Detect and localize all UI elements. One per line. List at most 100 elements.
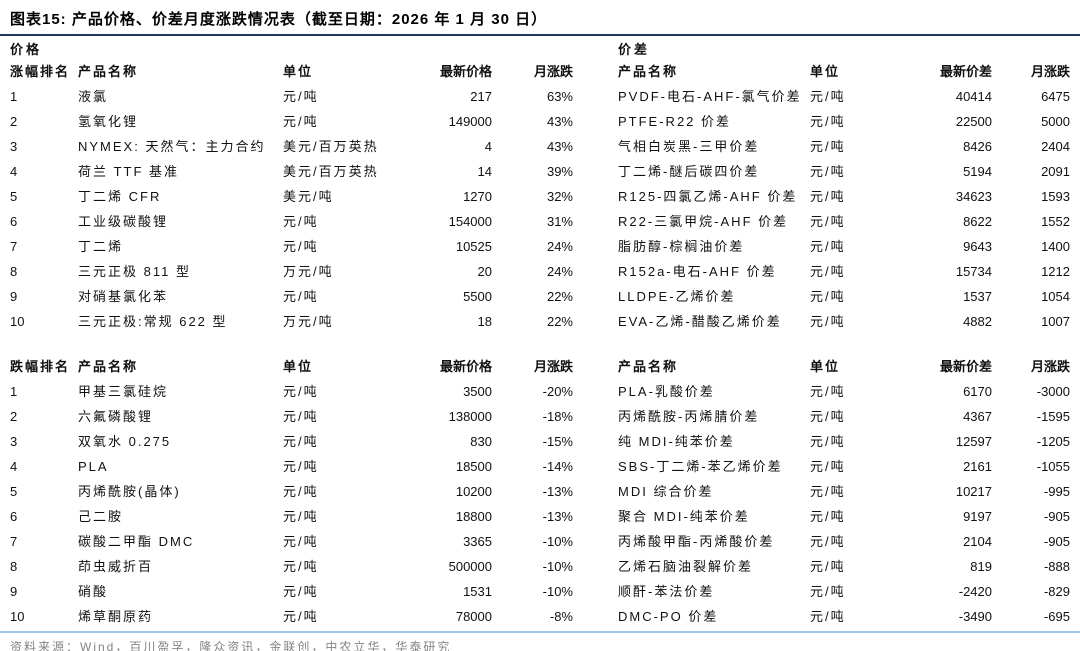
cell-value: 3500 <box>463 384 492 399</box>
cell-name: 乙烯石脑油裂解价差 <box>618 559 754 574</box>
cell-value: 1531 <box>463 584 492 599</box>
cell-name: 烯草酮原药 <box>78 609 154 624</box>
table-row: 2 六氟磷酸锂 元/吨 138000 -18% <box>10 404 573 429</box>
cell-value: 3365 <box>463 534 492 549</box>
cell-change: -13% <box>542 484 573 499</box>
cell-rank: 7 <box>10 239 18 254</box>
cell-unit: 元/吨 <box>810 289 846 304</box>
cell-rank: 3 <box>10 434 18 449</box>
cell-value: 15734 <box>955 264 992 279</box>
cell-change: 1593 <box>1041 189 1070 204</box>
cell-unit: 元/吨 <box>283 289 319 304</box>
cell-change: 1400 <box>1041 239 1070 254</box>
table-row: 丙烯酸甲酯-丙烯酸价差 元/吨 2104 -905 <box>618 529 1070 554</box>
cell-rank: 5 <box>10 484 18 499</box>
cell-change: -905 <box>1043 534 1070 549</box>
cell-name: PLA-乳酸价差 <box>618 384 715 399</box>
cell-value: 12597 <box>955 434 992 449</box>
cell-unit: 元/吨 <box>283 89 319 104</box>
cell-change: 24% <box>546 264 573 279</box>
spread-gainers-table: 产品名称 单位 最新价差 月涨跌 PVDF-电石-AHF-氯气价差 元/吨 4041… <box>618 59 1070 334</box>
cell-unit: 元/吨 <box>810 534 846 549</box>
cell-change: -10% <box>542 584 573 599</box>
col-header-value: 最新价差 <box>939 359 992 374</box>
cell-change: 63% <box>546 89 573 104</box>
cell-change: -14% <box>542 459 573 474</box>
cell-change: 43% <box>546 139 573 154</box>
cell-unit: 元/吨 <box>283 509 319 524</box>
cell-value: 217 <box>470 89 492 104</box>
cell-unit: 元/吨 <box>810 559 846 574</box>
table-row: R152a-电石-AHF 价差 元/吨 15734 1212 <box>618 259 1070 284</box>
cell-unit: 美元/百万英热 <box>283 139 379 154</box>
cell-change: 31% <box>546 214 573 229</box>
figure-title-bar: 图表15: 产品价格、价差月度涨跌情况表（截至日期：2026 年 1 月 30 … <box>0 0 1080 36</box>
cell-change: -13% <box>542 509 573 524</box>
cell-value: 9197 <box>963 509 992 524</box>
cell-value: 40414 <box>955 89 992 104</box>
cell-unit: 万元/吨 <box>283 264 334 279</box>
cell-rank: 8 <box>10 559 18 574</box>
cell-change: -1595 <box>1036 409 1070 424</box>
table-row: 乙烯石脑油裂解价差 元/吨 819 -888 <box>618 554 1070 579</box>
col-header-value: 最新价格 <box>439 64 492 79</box>
cell-name: 顺酐-苯法价差 <box>618 584 715 599</box>
cell-change: -905 <box>1043 509 1070 524</box>
table-row: 聚合 MDI-纯苯价差 元/吨 9197 -905 <box>618 504 1070 529</box>
cell-name: 三元正极:常规 622 型 <box>78 314 228 329</box>
cell-name: 六氟磷酸锂 <box>78 409 154 424</box>
cell-rank: 4 <box>10 164 18 179</box>
cell-name: R152a-电石-AHF 价差 <box>618 264 777 279</box>
col-header-unit: 单位 <box>810 64 841 79</box>
table-row: 5 丙烯酰胺(晶体) 元/吨 10200 -13% <box>10 479 573 504</box>
cell-rank: 8 <box>10 264 18 279</box>
cell-unit: 元/吨 <box>283 559 319 574</box>
cell-name: 甲基三氯硅烷 <box>78 384 169 399</box>
source-note: 资料来源：Wind，百川盈孚，隆众资讯，金联创，中农立华，华泰研究 <box>10 640 452 651</box>
table-row: 4 荷兰 TTF 基准 美元/百万英热 14 39% <box>10 159 573 184</box>
cell-value: 10200 <box>455 484 492 499</box>
table-row: LLDPE-乙烯价差 元/吨 1537 1054 <box>618 284 1070 309</box>
cell-value: 5194 <box>963 164 992 179</box>
cell-value: 20 <box>477 264 492 279</box>
col-header-change: 月涨跌 <box>533 64 573 79</box>
cell-rank: 4 <box>10 459 18 474</box>
header-row: 产品名称 单位 最新价差 月涨跌 <box>618 354 1070 379</box>
cell-name: EVA-乙烯-醋酸乙烯价差 <box>618 314 782 329</box>
header-row: 产品名称 单位 最新价差 月涨跌 <box>618 59 1070 84</box>
cell-change: 39% <box>546 164 573 179</box>
table-row: 丙烯酰胺-丙烯腈价差 元/吨 4367 -1595 <box>618 404 1070 429</box>
cell-change: 2091 <box>1041 164 1070 179</box>
cell-rank: 3 <box>10 139 18 154</box>
cell-name: 硝酸 <box>78 584 109 599</box>
cell-name: 对硝基氯化苯 <box>78 289 169 304</box>
table-row: 7 丁二烯 元/吨 10525 24% <box>10 234 573 259</box>
cell-change: 1212 <box>1041 264 1070 279</box>
cell-change: -8% <box>549 609 573 624</box>
table-row: 脂肪醇-棕榈油价差 元/吨 9643 1400 <box>618 234 1070 259</box>
cell-value: 22500 <box>955 114 992 129</box>
spread-losers-table: 产品名称 单位 最新价差 月涨跌 PLA-乳酸价差 元/吨 6170 -3000 丙烯酰… <box>618 354 1070 629</box>
cell-value: -3490 <box>958 609 992 624</box>
table-row: 10 三元正极:常规 622 型 万元/吨 18 22% <box>10 309 573 334</box>
cell-name: 丙烯酰胺(晶体) <box>78 484 181 499</box>
table-row: 9 硝酸 元/吨 1531 -10% <box>10 579 573 604</box>
cell-change: 24% <box>546 239 573 254</box>
cell-unit: 元/吨 <box>810 239 846 254</box>
cell-name: 三元正极 811 型 <box>78 264 191 279</box>
header-row: 涨幅排名 产品名称 单位 最新价格 月涨跌 <box>10 59 573 84</box>
cell-value: 18 <box>477 314 492 329</box>
table-row: 5 丁二烯 CFR 美元/吨 1270 32% <box>10 184 573 209</box>
cell-change: 5000 <box>1041 114 1070 129</box>
table-row: MDI 综合价差 元/吨 10217 -995 <box>618 479 1070 504</box>
cell-unit: 元/吨 <box>810 384 846 399</box>
cell-unit: 元/吨 <box>810 484 846 499</box>
cell-unit: 元/吨 <box>810 509 846 524</box>
cell-rank: 5 <box>10 189 18 204</box>
table-row: 气相白炭黑-三甲价差 元/吨 8426 2404 <box>618 134 1070 159</box>
col-header-change: 月涨跌 <box>533 359 573 374</box>
cell-value: 4367 <box>963 409 992 424</box>
cell-name: 丁二烯 <box>78 239 124 254</box>
table-row: 1 液氯 元/吨 217 63% <box>10 84 573 109</box>
cell-name: 丁二烯-醚后碳四价差 <box>618 164 760 179</box>
